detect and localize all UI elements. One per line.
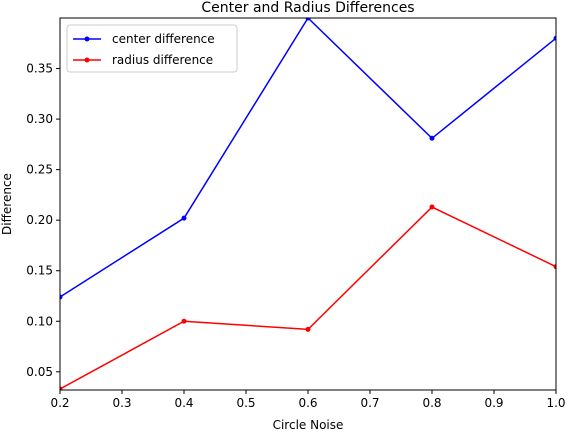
legend-box	[66, 24, 238, 73]
x-axis: 0.2 0.3 0.4 0.5 0.6 0.7 0.8 0.9 1.0	[50, 390, 566, 410]
series-radius-difference	[60, 204, 556, 390]
data-point-radius-difference	[553, 264, 556, 270]
data-point-center-difference	[553, 35, 556, 41]
y-tick-label: 0.25	[26, 163, 53, 177]
legend-marker-center-difference	[84, 36, 90, 42]
y-axis-label: Difference	[0, 173, 14, 235]
x-tick-label: 0.2	[50, 396, 69, 410]
data-point-radius-difference	[305, 326, 311, 332]
x-tick-label: 0.4	[174, 396, 193, 410]
axes-frame	[59, 17, 557, 391]
series-center-difference	[60, 18, 556, 300]
data-point-center-difference	[429, 135, 435, 141]
y-tick-label: 0.05	[26, 365, 53, 379]
x-tick-label: 0.9	[484, 396, 503, 410]
series-line-radius-difference	[60, 206, 556, 390]
data-point-center-difference	[181, 215, 187, 221]
x-tick-label: 1.0	[546, 396, 565, 410]
x-tick-label: 0.8	[422, 396, 441, 410]
x-tick-label: 0.7	[360, 396, 379, 410]
chart-title: Center and Radius Differences	[201, 0, 414, 16]
data-point-center-difference	[305, 18, 311, 21]
data-point-radius-difference	[60, 386, 63, 390]
y-tick-label: 0.10	[26, 314, 53, 328]
y-tick-label: 0.35	[26, 62, 53, 76]
legend-marker-radius-difference	[84, 57, 90, 63]
data-point-radius-difference	[181, 318, 187, 324]
x-tick-label: 0.3	[112, 396, 131, 410]
legend: center difference radius difference	[66, 24, 238, 73]
x-tick-label: 0.6	[298, 396, 317, 410]
y-tick-label: 0.20	[26, 213, 53, 227]
data-point-radius-difference	[429, 204, 435, 210]
x-axis-label: Circle Noise	[273, 418, 344, 432]
legend-label-center-difference: center difference	[112, 32, 215, 46]
y-tick-label: 0.15	[26, 264, 53, 278]
legend-label-radius-difference: radius difference	[112, 53, 213, 67]
x-tick-label: 0.5	[236, 396, 255, 410]
y-tick-label: 0.30	[26, 112, 53, 126]
y-axis: 0.05 0.10 0.15 0.20 0.25 0.30 0.35	[26, 62, 60, 379]
data-point-center-difference	[60, 294, 63, 300]
series-line-center-difference	[60, 18, 556, 298]
